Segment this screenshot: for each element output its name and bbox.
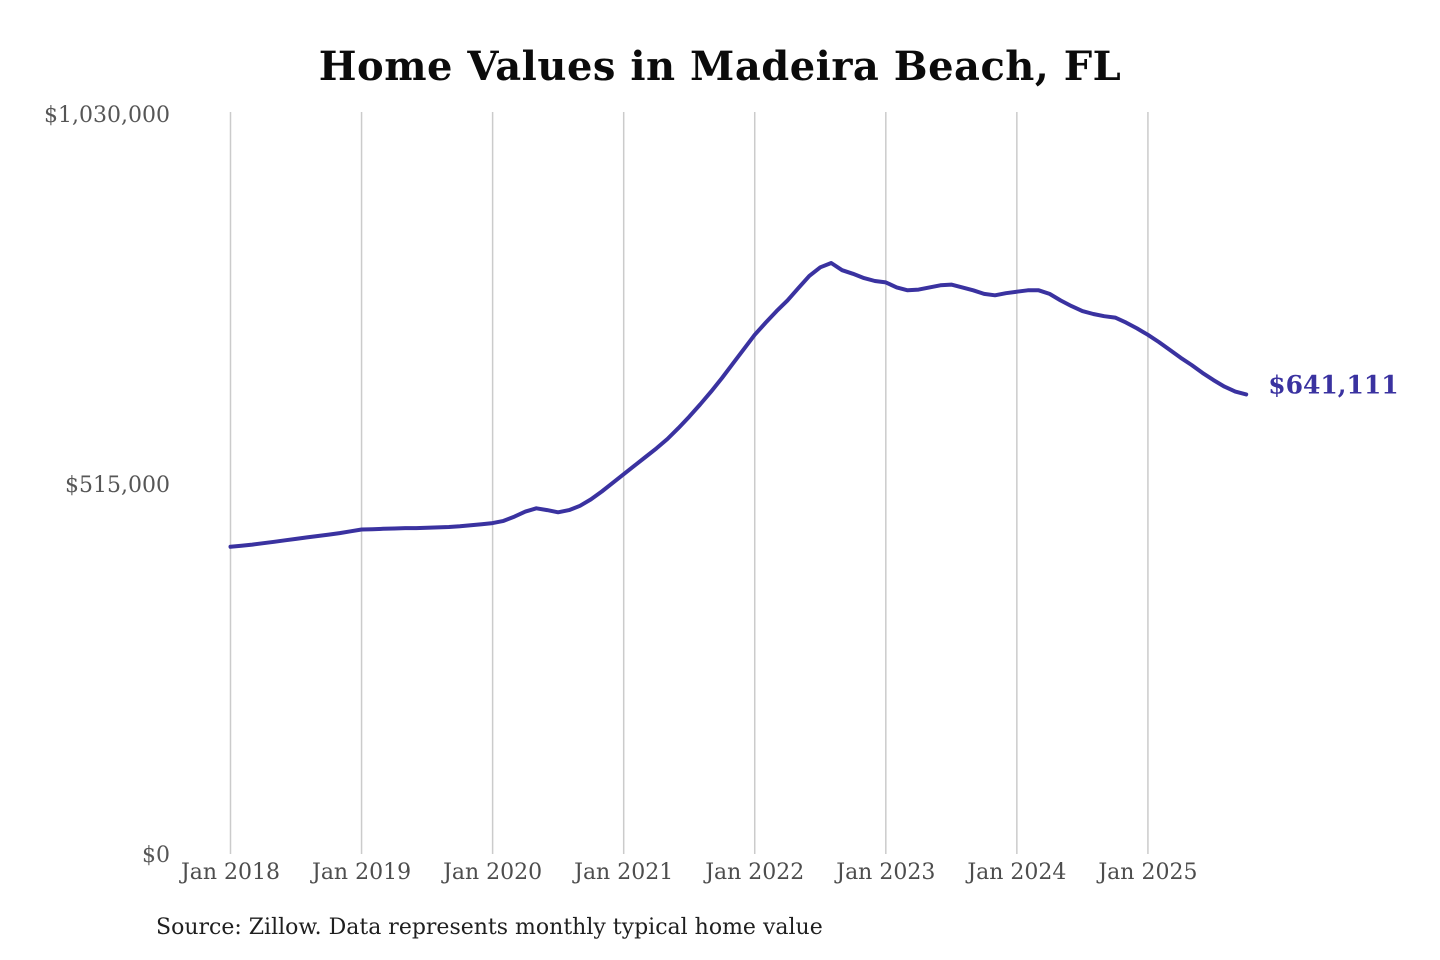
x-axis-tick-label: Jan 2025 bbox=[1096, 860, 1197, 885]
x-axis-tick-label: Jan 2020 bbox=[441, 860, 542, 885]
x-axis-tick-label: Jan 2023 bbox=[834, 860, 935, 885]
x-axis-tick-label: Jan 2021 bbox=[572, 860, 673, 885]
source-note: Source: Zillow. Data represents monthly … bbox=[156, 915, 823, 940]
home-value-line bbox=[228, 261, 1249, 549]
end-value-label: $641,111 bbox=[1268, 370, 1398, 399]
x-axis-tick-label: Jan 2019 bbox=[310, 860, 411, 885]
y-axis-tick-labels: $0 $515,000 $1,030,000 bbox=[44, 103, 170, 868]
gridlines bbox=[229, 112, 1149, 854]
x-axis-tick-label: Jan 2024 bbox=[965, 860, 1066, 885]
y-axis-tick-label: $0 bbox=[142, 843, 170, 868]
x-axis-tick-label: Jan 2022 bbox=[703, 860, 804, 885]
chart-title: Home Values in Madeira Beach, FL bbox=[318, 43, 1122, 90]
x-axis-tick-label: Jan 2018 bbox=[179, 860, 280, 885]
x-axis-tick-labels: Jan 2018 Jan 2019 Jan 2020 Jan 2021 Jan 2022… bbox=[179, 860, 1198, 885]
y-axis-tick-label: $515,000 bbox=[65, 473, 170, 498]
y-axis-tick-label: $1,030,000 bbox=[44, 103, 170, 128]
